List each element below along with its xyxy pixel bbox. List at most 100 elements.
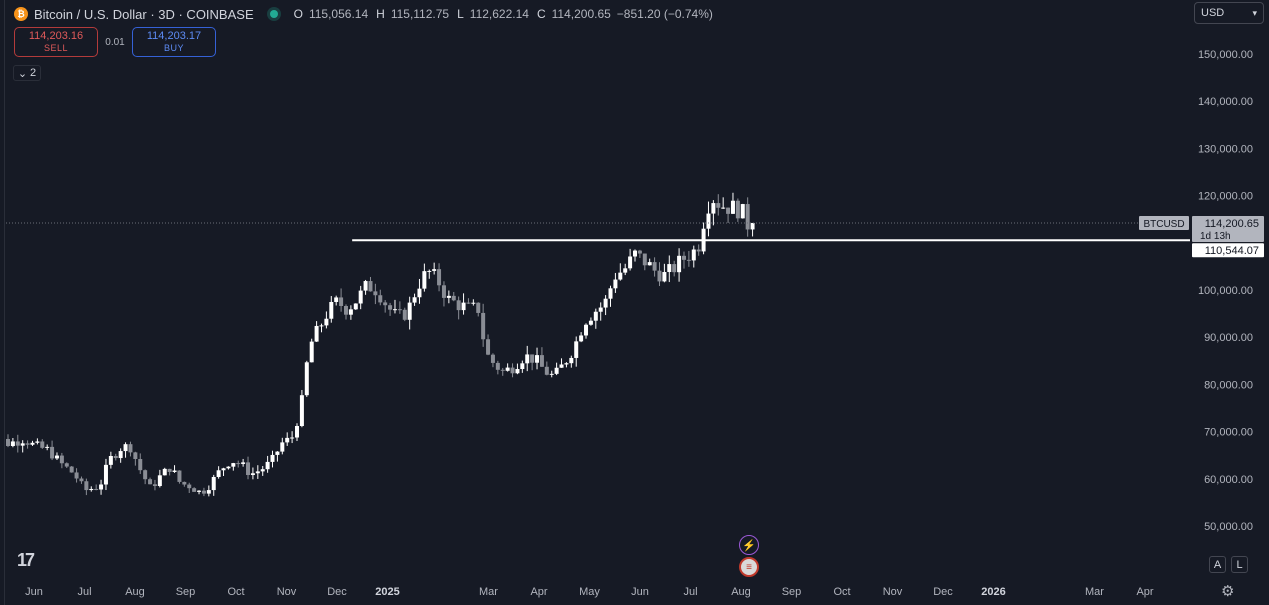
candle-body bbox=[593, 311, 598, 321]
candle bbox=[456, 296, 461, 320]
trade-panel: 114,203.16 SELL 0.01 114,203.17 BUY bbox=[14, 27, 216, 57]
candle bbox=[549, 370, 554, 378]
candle-body bbox=[559, 364, 564, 368]
candle-body bbox=[579, 335, 584, 342]
open-value: 115,056.14 bbox=[308, 7, 369, 21]
candle bbox=[226, 466, 231, 470]
last-price-label: 114,200.65 bbox=[1205, 218, 1259, 230]
auto-scale-button[interactable]: A bbox=[1209, 556, 1226, 573]
candle bbox=[691, 245, 696, 268]
buy-label: BUY bbox=[163, 43, 184, 53]
buy-button[interactable]: 114,203.17 BUY bbox=[132, 27, 216, 57]
candle bbox=[133, 451, 138, 466]
time-tick-label: Jul bbox=[683, 586, 697, 598]
candle-body bbox=[363, 281, 368, 291]
candle-body bbox=[353, 303, 358, 310]
candle-body bbox=[691, 249, 696, 261]
candle bbox=[569, 355, 574, 368]
candle-body bbox=[432, 269, 437, 271]
candle bbox=[231, 462, 236, 471]
tradingview-logo[interactable]: 17 bbox=[17, 550, 35, 570]
gear-icon[interactable]: ⚙ bbox=[1221, 583, 1235, 600]
indicator-count: 2 bbox=[30, 67, 37, 79]
candle bbox=[608, 285, 613, 307]
candle-body bbox=[603, 298, 608, 308]
candle-body bbox=[525, 354, 530, 364]
currency-select[interactable]: USD ▾ bbox=[1194, 2, 1264, 24]
time-axis[interactable]: Jun Jul Aug Sep Oct Nov Dec 2025 Mar Apr May Jun Jul… bbox=[25, 586, 1154, 598]
time-tick-label: Apr bbox=[530, 586, 547, 598]
candle-body bbox=[138, 459, 143, 471]
candle-body bbox=[221, 468, 226, 471]
market-status-icon[interactable] bbox=[269, 10, 278, 18]
candle bbox=[721, 197, 726, 209]
candle-body bbox=[348, 309, 353, 315]
candle-body bbox=[231, 463, 236, 467]
candle-body bbox=[652, 262, 657, 271]
candle bbox=[255, 465, 260, 479]
high-key: H bbox=[376, 7, 385, 21]
price-tick-label: 140,000.00 bbox=[1198, 96, 1253, 108]
log-scale-button[interactable]: L bbox=[1231, 556, 1248, 573]
candle bbox=[118, 448, 123, 463]
candle-body bbox=[412, 297, 417, 303]
last-price-badge bbox=[1192, 215, 1264, 242]
candle bbox=[647, 258, 652, 266]
time-tick-label: Mar bbox=[479, 586, 498, 598]
price-tick-label: 50,000.00 bbox=[1204, 521, 1253, 533]
candle bbox=[148, 477, 153, 485]
candle-body bbox=[628, 256, 633, 269]
us-flag-event-icon[interactable]: ≡ bbox=[739, 557, 759, 577]
candle-body bbox=[152, 484, 157, 487]
candle-body bbox=[236, 463, 241, 465]
candle-body bbox=[329, 301, 334, 319]
candle-body bbox=[187, 484, 192, 489]
sell-price: 114,203.16 bbox=[28, 30, 84, 42]
price-tick-label: 120,000.00 bbox=[1198, 191, 1253, 203]
price-axis[interactable]: 150,000.00 140,000.00 130,000.00 120,000.00… bbox=[1198, 49, 1253, 533]
candle-body bbox=[564, 363, 569, 365]
price-tick-label: 150,000.00 bbox=[1198, 49, 1253, 61]
candle bbox=[633, 249, 638, 262]
candle bbox=[299, 389, 304, 428]
candle-body bbox=[486, 339, 491, 355]
candle bbox=[505, 363, 510, 372]
lightning-event-icon[interactable]: ⚡ bbox=[739, 535, 759, 555]
candle-body bbox=[461, 302, 466, 311]
price-tick-label: 60,000.00 bbox=[1204, 474, 1253, 486]
candle-body bbox=[510, 367, 515, 374]
candle-body bbox=[206, 490, 211, 494]
candle bbox=[373, 283, 378, 305]
candle bbox=[745, 197, 750, 237]
symbol-title[interactable]: Bitcoin / U.S. Dollar · 3D · COINBASE bbox=[34, 6, 254, 22]
price-change: −851.20 (−0.74%) bbox=[616, 7, 713, 21]
candle bbox=[564, 362, 569, 368]
candle-body bbox=[265, 461, 270, 470]
candle bbox=[544, 361, 549, 376]
candle-body bbox=[59, 455, 64, 464]
candle-body bbox=[530, 354, 535, 363]
candle-body bbox=[167, 468, 172, 472]
candle-body bbox=[716, 203, 721, 208]
candle bbox=[388, 302, 393, 316]
candle bbox=[40, 439, 45, 449]
candle bbox=[554, 362, 559, 376]
indicators-collapse-button[interactable]: ⌄ 2 bbox=[13, 65, 41, 81]
candle-body bbox=[270, 454, 275, 462]
time-tick-label: Jun bbox=[631, 586, 649, 598]
buy-price: 114,203.17 bbox=[146, 30, 202, 42]
sell-button[interactable]: 114,203.16 SELL bbox=[14, 27, 98, 57]
candle bbox=[197, 490, 202, 495]
candle-body bbox=[192, 488, 197, 492]
candle bbox=[304, 360, 309, 397]
candle-body bbox=[446, 295, 451, 298]
candle-body bbox=[30, 442, 35, 445]
candle bbox=[15, 434, 20, 453]
candle bbox=[422, 263, 427, 292]
candle bbox=[637, 249, 642, 258]
candle-body bbox=[481, 312, 486, 340]
candle bbox=[236, 460, 241, 468]
chevron-down-icon: ▾ bbox=[1252, 7, 1257, 18]
candle-body bbox=[662, 272, 667, 282]
